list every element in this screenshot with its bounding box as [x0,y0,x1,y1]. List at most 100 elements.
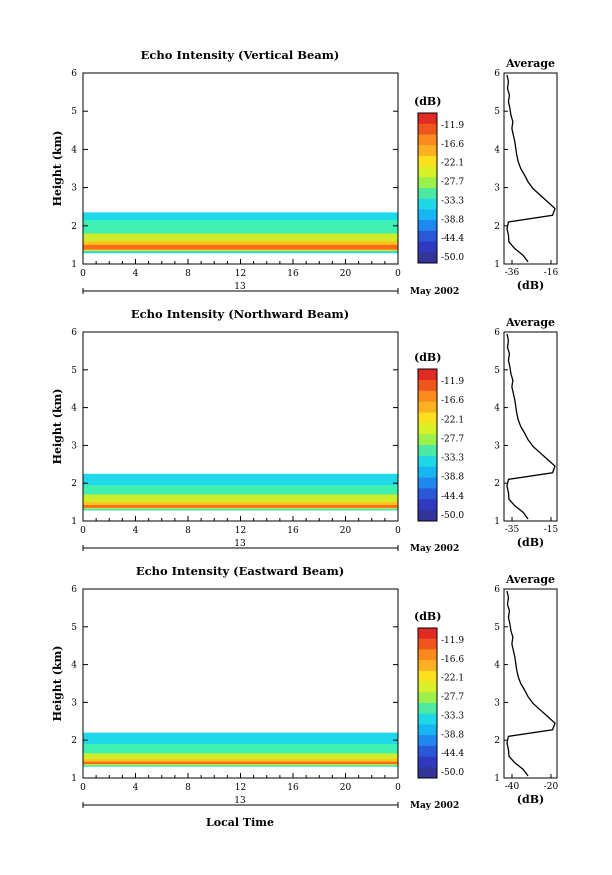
colorbar-segment [418,155,437,168]
chart-title: Echo Intensity (Vertical Beam) [141,48,340,62]
colorbar-segment [418,745,437,758]
colorbar-frame [417,368,438,522]
x-tick-label: 8 [185,269,191,279]
colorbar-segment [418,123,437,135]
y-tick-label: 2 [71,479,77,489]
colorbar-label: -33.3 [441,454,464,464]
x-tick-label: 16 [287,783,299,793]
figure-x-axis-label: Local Time [206,816,274,829]
x-tick-label: 16 [287,269,299,279]
x-tick-label: 0 [395,783,401,793]
average-y-tick-label: 1 [494,260,500,270]
average-y-tick-label: 3 [494,698,500,708]
y-tick-label: 6 [71,69,77,79]
colorbar-segment [418,681,437,693]
average-x-label: (dB) [517,793,544,806]
colorbar-segment [418,477,437,489]
date-day: 13 [234,796,246,806]
average-y-tick-label: 5 [494,366,500,376]
y-tick-label: 3 [71,441,77,451]
colorbar-segment [418,488,437,500]
average-y-tick-label: 1 [494,774,500,784]
y-axis-label: Height (km) [51,389,64,465]
colorbar-segment [418,703,437,715]
average-profile-line [506,74,556,263]
colorbar-segment [418,510,437,522]
colorbar-label: -22.1 [441,415,464,425]
average-title: Average [505,316,555,329]
colorbar-label: -44.4 [441,749,464,759]
chart-title: Echo Intensity (Northward Beam) [131,307,349,321]
colorbar-segment [418,434,437,446]
colorbar-segment [418,445,437,457]
colorbar-unit: (dB) [414,351,441,364]
average-x-tick-label: -36 [505,268,520,278]
average-y-tick-label: 3 [494,441,500,451]
x-tick-label: 12 [235,526,246,536]
y-tick-label: 1 [71,260,77,270]
y-axis-label: Height (km) [51,646,64,722]
average-y-tick-label: 5 [494,107,500,117]
colorbar-label: -11.9 [441,121,464,131]
colorbar-label: -38.8 [441,730,464,740]
colorbar-label: -27.7 [441,178,464,188]
colorbar-segment [418,209,437,221]
x-tick-label: 0 [395,269,401,279]
x-tick-label: 12 [235,783,246,793]
x-tick-label: 0 [80,269,86,279]
average-y-tick-label: 6 [494,328,500,338]
chart-title: Echo Intensity (Eastward Beam) [136,564,344,578]
average-x-tick-label: -16 [544,268,559,278]
y-tick-label: 4 [71,661,77,671]
colorbar-label: -44.4 [441,492,464,502]
colorbar-unit: (dB) [414,610,441,623]
colorbar-label: -50.0 [441,768,464,778]
y-tick-label: 5 [71,107,77,117]
y-tick-label: 6 [71,585,77,595]
colorbar-segment [418,401,437,413]
colorbar-segment [418,379,437,392]
average-x-tick-label: -20 [544,782,559,792]
colorbar-segment [418,220,437,232]
colorbar-segment [418,767,437,779]
y-tick-label: 4 [71,404,77,414]
average-y-tick-label: 1 [494,517,500,527]
y-tick-label: 4 [71,145,77,155]
x-tick-label: 20 [340,526,352,536]
y-tick-label: 6 [71,328,77,338]
x-tick-label: 0 [80,783,86,793]
colorbar-label: -50.0 [441,253,464,263]
average-title: Average [505,573,555,586]
colorbar-segment [418,390,437,403]
colorbar-segment [418,499,437,511]
y-tick-label: 5 [71,366,77,376]
date-day: 13 [234,539,246,549]
average-y-tick-label: 2 [494,479,500,489]
x-tick-label: 8 [185,526,191,536]
colorbar-frame [417,627,438,779]
colorbar-label: -16.6 [441,396,464,406]
colorbar-unit: (dB) [414,95,441,108]
x-tick-label: 12 [235,269,246,279]
average-title: Average [505,57,555,70]
colorbar-segment [418,660,437,672]
colorbar-segment [418,252,437,264]
average-x-tick-label: -15 [544,525,559,535]
colorbar-label: -27.7 [441,434,464,444]
colorbar-segment [418,638,437,650]
x-tick-label: 0 [395,526,401,536]
colorbar-segment [418,756,437,768]
x-tick-label: 4 [133,526,139,536]
y-tick-label: 5 [71,623,77,633]
colorbar-segment [418,188,437,200]
colorbar-segment [418,649,437,661]
colorbar-label: -11.9 [441,636,464,646]
x-tick-label: 4 [133,783,139,793]
average-x-tick-label: -35 [505,525,520,535]
average-x-label: (dB) [517,536,544,549]
colorbar-label: -50.0 [441,511,464,521]
colorbar-segment [418,113,437,125]
colorbar-segment [418,423,437,435]
colorbar-label: -27.7 [441,693,464,703]
